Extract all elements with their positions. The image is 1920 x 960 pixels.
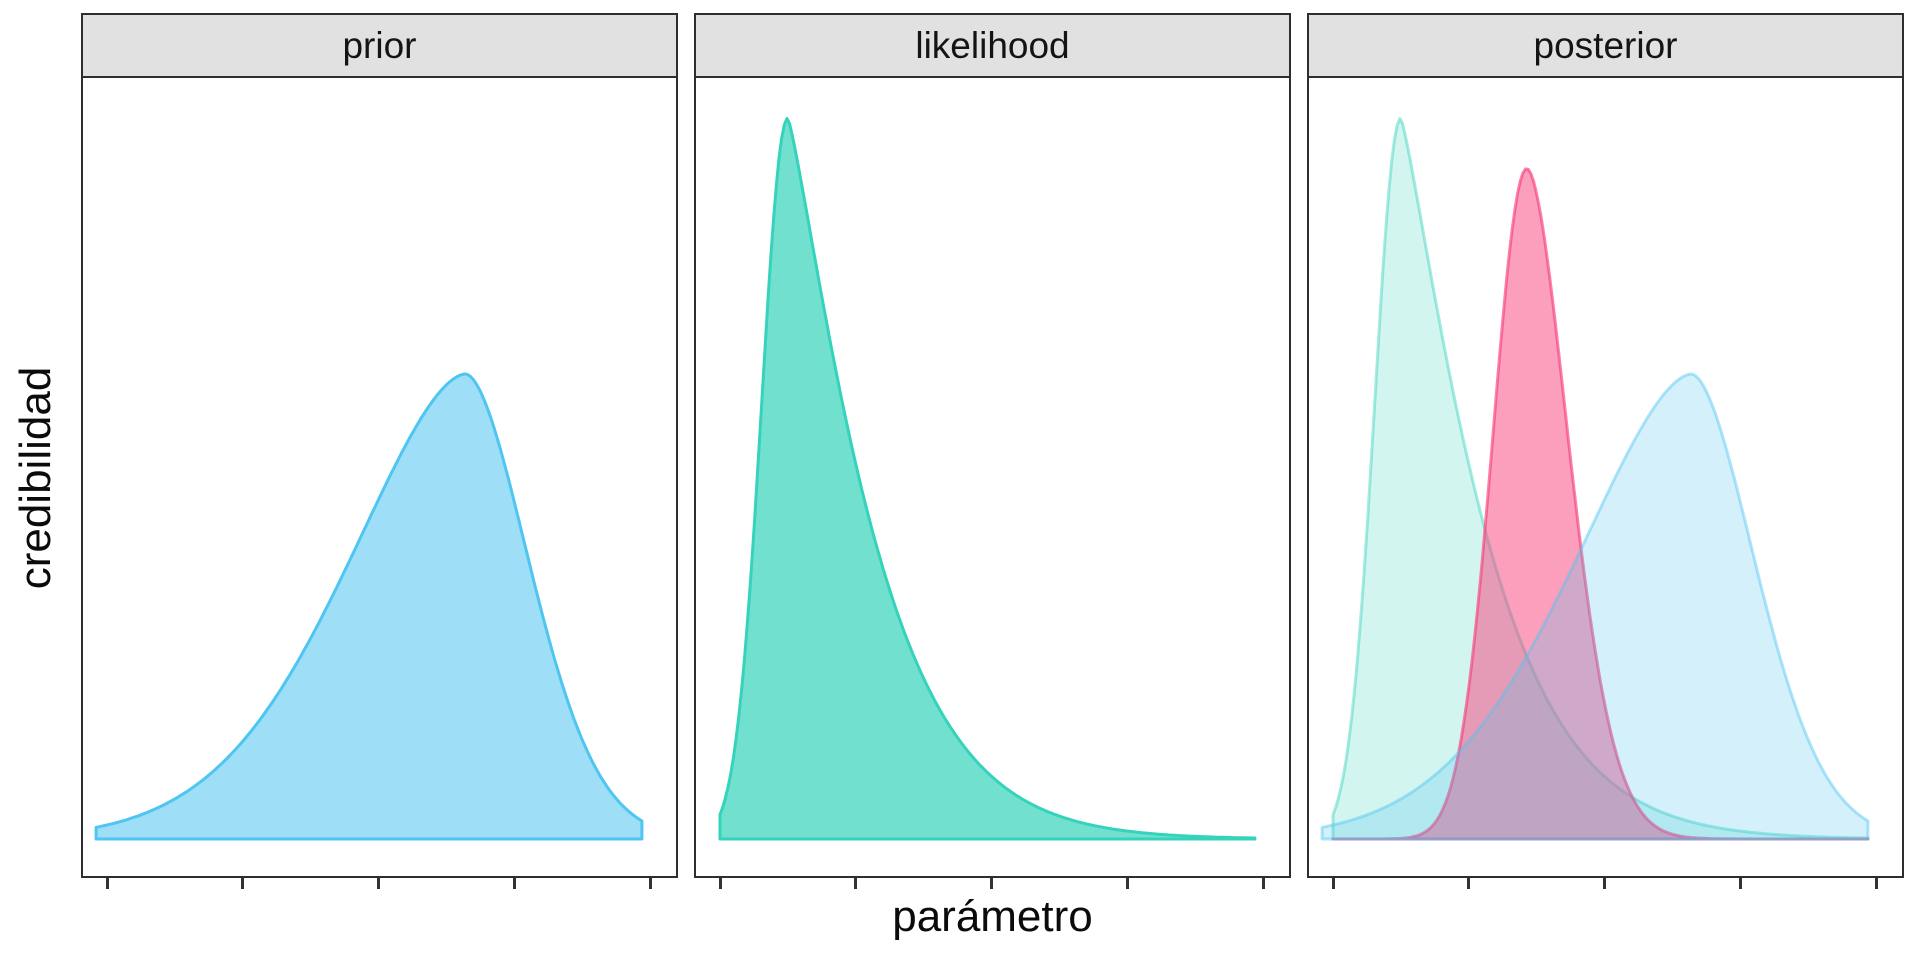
x-axis-tick xyxy=(854,878,858,889)
x-axis-tick xyxy=(512,878,516,889)
x-axis-ticks-posterior xyxy=(1307,878,1904,890)
facet-prior: prior xyxy=(81,13,678,889)
plot-panel-likelihood xyxy=(694,78,1291,878)
facet-strip-label-prior: prior xyxy=(342,25,417,66)
x-axis-tick xyxy=(1261,878,1265,889)
x-axis-tick xyxy=(990,878,993,889)
x-axis-tick xyxy=(648,878,652,889)
facet-strip-posterior: posterior xyxy=(1307,13,1904,78)
density-curve-posterior_pink xyxy=(1331,167,1870,841)
x-axis-tick xyxy=(718,878,722,889)
facet-likelihood: likelihood xyxy=(694,13,1291,889)
density-plot-likelihood xyxy=(718,117,1257,841)
x-axis-tick xyxy=(105,878,109,889)
y-axis-title: credibilidad xyxy=(11,366,60,590)
x-axis-tick xyxy=(1125,878,1129,889)
facet-strip-label-likelihood: likelihood xyxy=(915,25,1070,66)
density-curve-likelihood_teal xyxy=(718,117,1257,841)
x-axis-tick xyxy=(1467,878,1471,889)
x-axis-tick xyxy=(1331,878,1335,889)
x-axis-ticks-likelihood xyxy=(694,878,1291,890)
density-curve-posterior_blue xyxy=(1320,372,1870,841)
density-plot-posterior xyxy=(1320,117,1870,841)
x-axis-ticks-prior xyxy=(81,878,678,890)
x-axis-tick xyxy=(241,878,245,889)
x-axis-tick xyxy=(1874,878,1878,889)
density-plot-prior xyxy=(94,372,644,841)
facet-strip-likelihood: likelihood xyxy=(694,13,1291,78)
plot-panel-prior xyxy=(81,78,678,878)
plot-panel-posterior xyxy=(1307,78,1904,878)
x-axis-tick xyxy=(1738,878,1742,889)
density-curve-prior_blue xyxy=(94,372,644,841)
x-axis-title: parámetro xyxy=(892,892,1093,941)
facet-strip-label-posterior: posterior xyxy=(1533,25,1678,66)
x-axis-tick xyxy=(1603,878,1606,889)
x-axis-tick xyxy=(377,878,380,889)
facet-strip-prior: prior xyxy=(81,13,678,78)
facet-posterior: posterior xyxy=(1307,13,1904,889)
